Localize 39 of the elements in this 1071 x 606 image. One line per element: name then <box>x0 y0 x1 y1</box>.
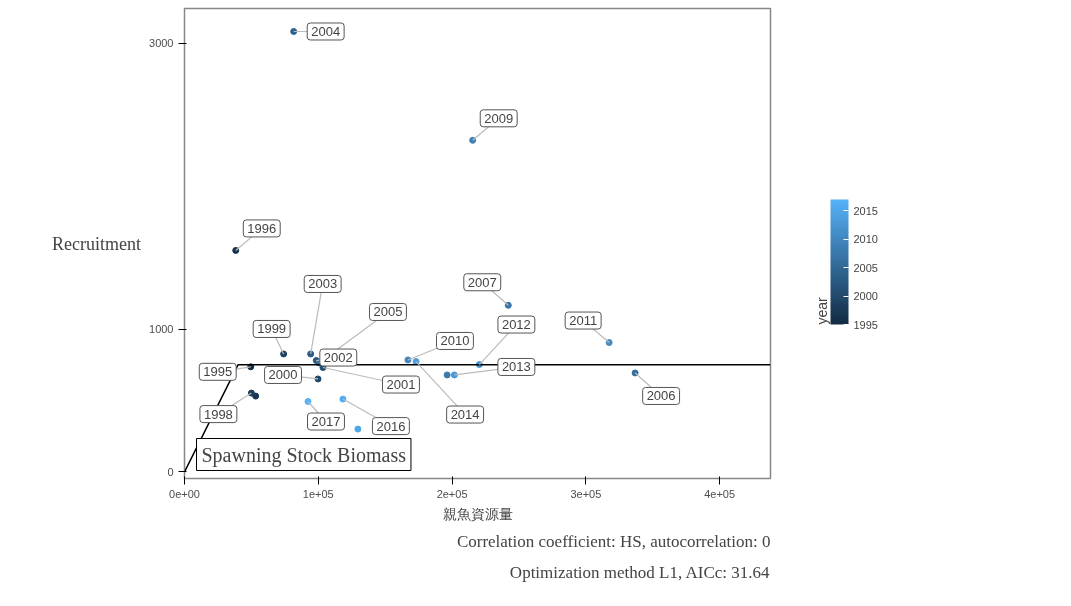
annotation: 2013 <box>501 359 531 375</box>
x-axis-title: 親魚資源量 <box>442 505 513 522</box>
color-bar-label: 2015 <box>853 204 878 217</box>
text: Correlation coefficient: HS, autocorrelation: 0 <box>456 531 771 551</box>
annotation: 2010 <box>440 333 470 349</box>
y-tick-label: 0 <box>167 465 174 478</box>
x-tick-label: 2e+05 <box>436 487 468 500</box>
annotation: 1996 <box>247 220 277 236</box>
annotation: 2011 <box>569 313 598 329</box>
annotation: 2000 <box>268 367 298 383</box>
annotation: Spawning Stock Biomass <box>201 443 407 467</box>
x-tick-label: 4e+05 <box>704 487 736 500</box>
annotation: 2016 <box>376 418 406 434</box>
x-tick-label: 3e+05 <box>570 487 602 500</box>
annotation: 2017 <box>311 414 341 430</box>
annotation: 2014 <box>450 407 480 423</box>
color-bar-label: 2000 <box>853 290 878 303</box>
annotation: 2001 <box>386 377 416 393</box>
color-bar-label: 2010 <box>853 233 878 246</box>
color-bar-label: 1995 <box>853 318 878 331</box>
text: Optimization method L1, AICc: 31.64 <box>509 562 771 582</box>
color-bar-label: 2005 <box>853 261 878 274</box>
y-tick-label: 3000 <box>149 37 174 50</box>
annotation: 2002 <box>323 350 353 366</box>
annotation: 2003 <box>308 276 338 292</box>
x-tick-label: 1e+05 <box>302 487 334 500</box>
x-tick-label: 0e+00 <box>169 487 200 500</box>
annotation: 2004 <box>311 23 341 39</box>
annotation: 2012 <box>501 317 531 333</box>
annotation: 1995 <box>203 364 233 380</box>
annotation: 2009 <box>484 110 514 126</box>
annotation: 2006 <box>646 388 676 404</box>
color-bar-title: year <box>813 296 830 325</box>
y-tick-label: 1000 <box>149 323 174 336</box>
annotation: 2005 <box>373 304 403 320</box>
annotation: 1998 <box>203 406 233 422</box>
annotation: 2007 <box>467 274 497 290</box>
y-axis-title: Recruitment <box>52 233 142 254</box>
annotation: 1999 <box>257 321 287 337</box>
